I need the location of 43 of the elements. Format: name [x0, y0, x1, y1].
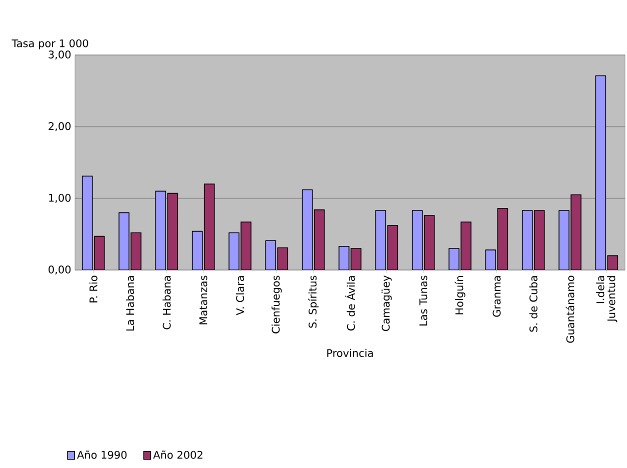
- bar: [607, 255, 618, 270]
- x-tick-label: La Habana: [126, 276, 134, 330]
- x-tick-label: S. de Cuba: [529, 276, 538, 332]
- x-axis-title: Provincia: [327, 348, 373, 358]
- y-axis-title: Tasa por 1 000: [12, 39, 88, 50]
- y-tick-label: 1,00: [49, 194, 71, 203]
- bar: [314, 209, 325, 270]
- x-tick-label: Matanzas: [199, 276, 208, 324]
- x-tick-label: S. Spíritus: [308, 276, 319, 328]
- y-tick-label: 0,00: [48, 265, 71, 275]
- y-tick-label: 3,00: [48, 50, 71, 60]
- bar: [375, 210, 386, 270]
- bar: [302, 189, 313, 270]
- bar: [167, 192, 178, 270]
- bar: [94, 236, 105, 270]
- x-tick-label: Granma: [492, 276, 501, 317]
- bar: [534, 210, 545, 270]
- x-tick-label: P. Rio: [89, 276, 98, 302]
- x-tick-label: C. de Ávila: [345, 276, 355, 330]
- bar: [265, 240, 276, 270]
- bar: [595, 75, 606, 270]
- x-tick-label: I.dela Juventud: [596, 276, 618, 322]
- bar: [82, 176, 93, 270]
- bar: [155, 190, 166, 270]
- bar: [424, 215, 435, 270]
- bar: [485, 250, 496, 270]
- x-tick-label: Guantánamo: [566, 276, 574, 343]
- bar: [192, 230, 203, 270]
- x-tick-label: Holguín: [454, 276, 466, 314]
- x-tick-label: Cienfuegos: [272, 276, 282, 334]
- x-tick-label: Las Tunas: [419, 276, 428, 326]
- bar: [412, 210, 423, 270]
- y-tick-label: 2,00: [48, 122, 71, 132]
- legend-label: Año 2002: [153, 450, 202, 459]
- x-tick-label: C. Habana: [162, 276, 171, 330]
- legend-label: Año 1990: [77, 450, 127, 459]
- bar: [497, 208, 508, 270]
- bar: [204, 184, 215, 270]
- x-tick-label: Camagüey: [382, 276, 392, 332]
- bar: [277, 247, 288, 270]
- bar: [522, 210, 533, 270]
- bar: [388, 226, 398, 270]
- x-tick-label: V. Clara: [236, 276, 244, 316]
